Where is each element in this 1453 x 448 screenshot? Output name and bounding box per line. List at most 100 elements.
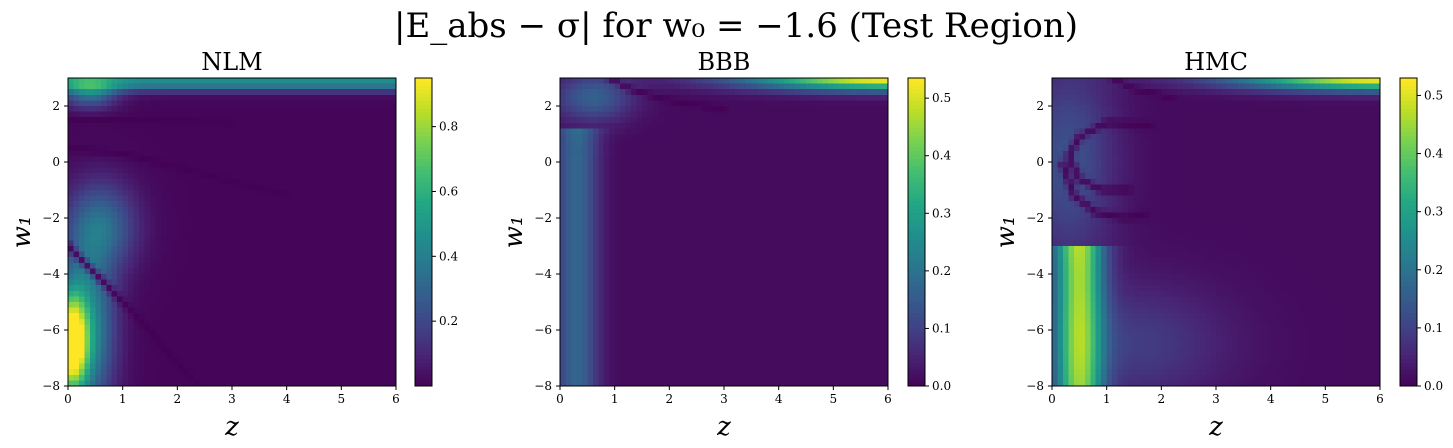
heatmap-cell (357, 358, 364, 365)
heatmap-cell (226, 246, 233, 253)
heatmap-cell (642, 156, 649, 163)
heatmap-cell (570, 285, 577, 292)
heatmap-cell (111, 100, 118, 107)
heatmap-cell (297, 369, 304, 376)
heatmap-cell (155, 145, 162, 152)
heatmap-cell (210, 195, 217, 202)
heatmap-cell (193, 94, 200, 101)
heatmap-cell (324, 212, 331, 219)
heatmap-cell (259, 195, 266, 202)
heatmap-cell (177, 190, 184, 197)
heatmap-cell (685, 346, 692, 353)
heatmap-cell (242, 234, 249, 241)
heatmap-cell (221, 201, 228, 208)
heatmap-cell (674, 346, 681, 353)
heatmap-cell (89, 229, 96, 236)
heatmap-cell (357, 246, 364, 253)
heatmap-cell (308, 346, 315, 353)
heatmap-cell (139, 117, 146, 124)
heatmap-cell (128, 150, 135, 157)
heatmap-cell (570, 274, 577, 281)
heatmap-cell (89, 111, 96, 118)
heatmap-cell (221, 167, 228, 174)
heatmap-cell (133, 274, 140, 281)
heatmap-cell (89, 358, 96, 365)
heatmap-cell (625, 296, 632, 303)
heatmap-cell (150, 246, 157, 253)
heatmap-cell (84, 100, 91, 107)
heatmap-cell (696, 150, 703, 157)
heatmap-cell (696, 100, 703, 107)
heatmap-cell (330, 89, 337, 96)
heatmap-cell (713, 78, 720, 85)
heatmap-cell (609, 307, 616, 314)
heatmap-cell (324, 285, 331, 292)
y-tick-label: −8 (42, 379, 60, 393)
heatmap-cell (658, 374, 665, 381)
heatmap-cell (68, 156, 75, 163)
heatmap-cell (620, 117, 627, 124)
heatmap-cell (210, 117, 217, 124)
heatmap-cell (89, 94, 96, 101)
heatmap-cell (330, 352, 337, 359)
heatmap-cell (139, 89, 146, 96)
heatmap-cell (171, 358, 178, 365)
heatmap-cell (707, 201, 714, 208)
heatmap-cell (89, 78, 96, 85)
heatmap-cell (357, 234, 364, 241)
heatmap-cell (144, 122, 151, 129)
heatmap-cell (193, 318, 200, 325)
heatmap-cell (188, 150, 195, 157)
heatmap-cell (215, 234, 222, 241)
heatmap-cell (84, 150, 91, 157)
heatmap-cell (248, 173, 255, 180)
heatmap-cell (357, 268, 364, 275)
heatmap-cell (133, 346, 140, 353)
heatmap-cell (122, 358, 129, 365)
heatmap-cell (248, 257, 255, 264)
colorbar-segment (415, 139, 432, 145)
heatmap-cell (335, 330, 342, 337)
heatmap-cell (199, 251, 206, 258)
heatmap-cell (188, 229, 195, 236)
heatmap-cell (237, 240, 244, 247)
heatmap-cell (270, 139, 277, 146)
heatmap-cell (614, 268, 621, 275)
heatmap-cell (133, 94, 140, 101)
heatmap-cell (330, 167, 337, 174)
heatmap-cell (609, 162, 616, 169)
heatmap-cell (658, 290, 665, 297)
heatmap-cell (341, 94, 348, 101)
heatmap-cell (324, 145, 331, 152)
heatmap-cell (188, 190, 195, 197)
heatmap-cell (609, 330, 616, 337)
heatmap-cell (248, 111, 255, 118)
heatmap-cell (570, 195, 577, 202)
heatmap-cell (84, 246, 91, 253)
heatmap-cell (182, 195, 189, 202)
heatmap-cell (242, 111, 249, 118)
heatmap-cell (680, 262, 687, 269)
heatmap-cell (286, 100, 293, 107)
heatmap-cell (281, 162, 288, 169)
heatmap-cell (275, 251, 282, 258)
heatmap-cell (576, 218, 583, 225)
heatmap-cell (155, 78, 162, 85)
heatmap-cell (259, 212, 266, 219)
heatmap-cell (303, 257, 310, 264)
heatmap-cell (89, 117, 96, 124)
heatmap-cell (221, 307, 228, 314)
heatmap-cell (166, 274, 173, 281)
heatmap-cell (702, 145, 709, 152)
heatmap-cell (270, 162, 277, 169)
heatmap-cell (592, 374, 599, 381)
heatmap-cell (139, 190, 146, 197)
heatmap-cell (232, 218, 239, 225)
heatmap-cell (144, 173, 151, 180)
heatmap-cell (663, 178, 670, 185)
heatmap-cell (215, 173, 222, 180)
heatmap-cell (297, 94, 304, 101)
heatmap-cell (308, 246, 315, 253)
heatmap-cell (155, 274, 162, 281)
heatmap-cell (193, 145, 200, 152)
